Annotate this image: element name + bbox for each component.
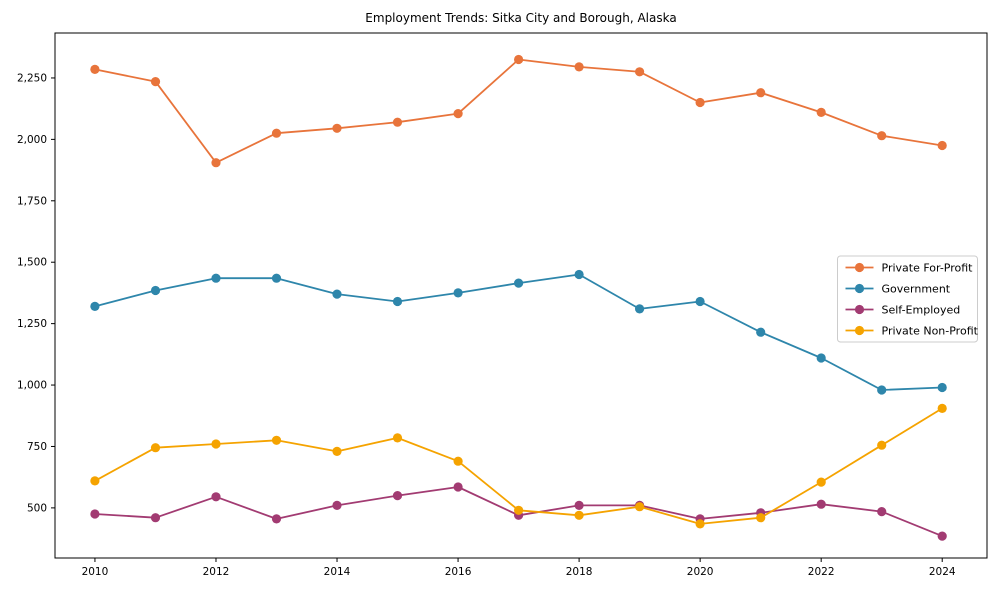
data-point-government [574,269,584,280]
y-axis-tick-label: 2,250 [17,72,47,84]
x-axis-tick-label: 2022 [808,566,835,578]
x-axis-tick-label: 2016 [445,566,472,578]
x-axis-tick-label: 2024 [929,566,956,578]
data-point-private-non-profit [90,476,100,486]
data-point-private-for-profit [877,131,887,141]
data-point-government [453,288,463,298]
data-point-government [150,285,161,296]
chart-title: Employment Trends: Sitka City and Boroug… [365,11,677,25]
data-point-government [392,296,403,307]
data-point-self-employed [150,513,161,523]
y-axis-tick-label: 2,000 [17,134,47,146]
data-point-government [332,289,342,299]
data-point-private-non-profit [453,456,463,466]
legend-marker-dot-private-non-profit [854,325,865,336]
data-point-private-non-profit [816,477,826,487]
legend-marker-dot-private-for-profit [854,262,865,273]
data-point-private-non-profit [392,433,403,443]
data-point-self-employed [877,507,887,517]
data-point-self-employed [574,500,584,510]
data-point-private-for-profit [332,123,342,133]
data-point-private-non-profit [695,519,705,529]
data-point-government [635,304,645,314]
series-line-private-for-profit [94,58,944,164]
data-point-government [756,327,766,337]
legend-label-private-for-profit: Private For-Profit [882,261,974,274]
data-point-private-for-profit [756,88,766,98]
data-point-private-for-profit [90,64,100,74]
y-axis-tick-label: 1,250 [17,318,47,330]
data-point-private-for-profit [635,67,645,77]
data-point-self-employed [271,514,282,524]
data-point-private-non-profit [514,505,524,515]
plot-border [54,32,988,559]
data-point-private-for-profit [211,158,221,168]
y-axis-tick-label: 1,750 [17,195,47,207]
data-point-government [816,353,826,363]
data-point-government [937,382,947,393]
data-point-private-for-profit [514,54,524,65]
data-point-self-employed [332,500,342,510]
data-point-government [877,385,887,395]
data-point-private-non-profit [877,440,887,450]
legend-marker-dot-self-employed [854,304,865,315]
legend-marker-dot-government [854,283,865,294]
legend-label-private-non-profit: Private Non-Profit [882,324,979,337]
data-point-private-non-profit [574,510,584,520]
data-point-government [211,273,221,283]
x-axis-tick-label: 2012 [203,566,230,578]
x-axis-tick-label: 2018 [566,566,593,578]
data-point-private-non-profit [937,403,947,413]
data-point-private-for-profit [453,109,463,119]
data-point-self-employed [90,509,100,519]
data-point-self-employed [816,499,826,509]
legend-label-self-employed: Self-Employed [882,303,961,316]
legend-label-government: Government [882,282,951,295]
data-point-government [514,278,524,288]
data-point-private-for-profit [150,77,161,87]
data-point-self-employed [937,531,947,541]
data-point-self-employed [392,491,403,501]
data-point-private-for-profit [574,62,584,72]
data-point-private-for-profit [937,140,947,151]
x-axis-tick-label: 2010 [82,566,109,578]
data-point-private-for-profit [271,128,282,138]
data-point-private-for-profit [816,107,826,117]
data-point-private-for-profit [695,97,705,108]
y-axis-tick-label: 1,500 [17,257,47,269]
data-point-private-non-profit [211,439,221,449]
data-point-private-non-profit [271,435,282,445]
data-point-private-non-profit [756,513,766,523]
data-point-private-non-profit [635,502,645,512]
data-point-private-for-profit [392,117,403,127]
data-point-government [271,273,282,283]
data-point-private-non-profit [332,446,342,456]
data-point-government [90,301,100,311]
legend-box [837,255,978,343]
y-axis-tick-label: 500 [27,502,47,514]
y-axis-tick-label: 750 [27,441,47,453]
data-point-self-employed [211,492,221,502]
data-point-government [695,296,705,307]
series-line-government [94,273,944,391]
x-axis-tick-label: 2020 [687,566,714,578]
data-point-private-non-profit [150,443,161,453]
x-axis-tick-label: 2014 [324,566,351,578]
y-axis-tick-label: 1,000 [17,380,47,392]
data-point-self-employed [453,482,463,492]
